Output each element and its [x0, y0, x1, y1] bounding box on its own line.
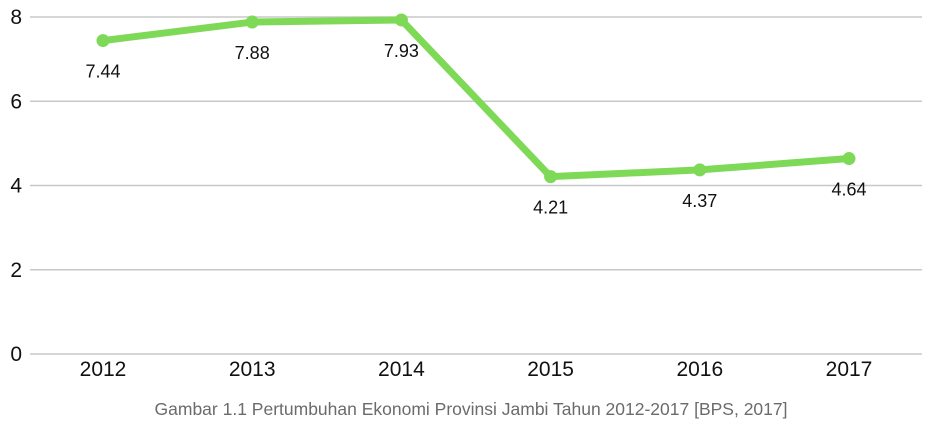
series: [96, 13, 856, 184]
x-tick-label: 2012: [80, 358, 127, 381]
y-tick-label: 0: [10, 343, 22, 366]
y-tick-label: 4: [10, 175, 22, 198]
series-line: [99, 16, 853, 181]
data-label: 7.93: [384, 41, 419, 61]
data-point: [394, 13, 408, 27]
data-label: 7.88: [235, 43, 270, 63]
data-point: [842, 152, 856, 166]
x-tick-label: 2016: [676, 358, 723, 381]
data-point: [245, 15, 259, 29]
data-label: 4.64: [831, 180, 866, 200]
data-point: [544, 170, 558, 184]
data-point: [96, 34, 110, 48]
x-tick-label: 2017: [826, 358, 873, 381]
x-tick-label: 2013: [229, 358, 276, 381]
x-axis-ticks: 2012 2013 2014 2015 2016 2017: [80, 358, 873, 381]
y-axis-ticks: 0 2 4 6 8: [10, 6, 22, 366]
figure-caption: Gambar 1.1 Pertumbuhan Ekonomi Provinsi …: [154, 399, 788, 419]
x-tick-label: 2014: [378, 358, 425, 381]
x-tick-label: 2015: [527, 358, 574, 381]
data-labels: 7.44 7.88 7.93 4.21 4.37 4.64: [85, 41, 866, 218]
y-tick-label: 2: [10, 259, 22, 282]
y-tick-label: 8: [10, 6, 22, 29]
data-point: [693, 163, 707, 177]
data-label: 7.44: [85, 62, 120, 82]
data-label: 4.37: [682, 191, 717, 211]
gridlines: [30, 16, 922, 355]
y-tick-label: 6: [10, 90, 22, 113]
data-label: 4.21: [533, 198, 568, 218]
